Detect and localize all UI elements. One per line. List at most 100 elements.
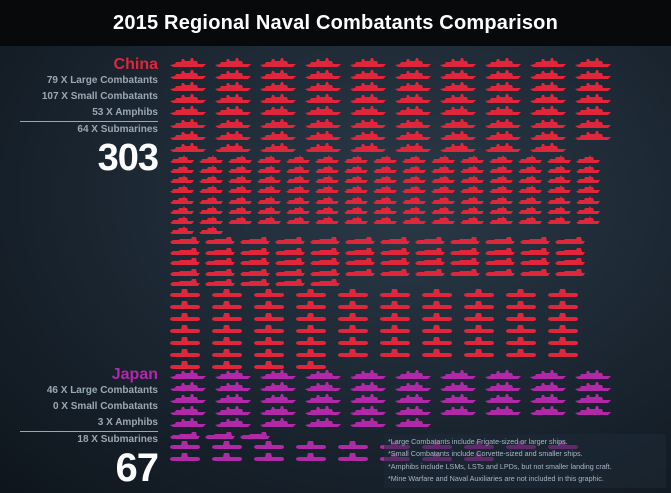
large-combatant-icon xyxy=(215,106,251,116)
large-combatant-icon xyxy=(305,142,341,152)
small-combatant-icon xyxy=(373,185,397,194)
large-combatant-icon xyxy=(305,70,341,80)
small-combatant-icon xyxy=(199,154,223,163)
submarine-icon xyxy=(296,288,326,298)
small-combatant-icon xyxy=(460,154,484,163)
small-combatant-icon xyxy=(431,175,455,184)
small-combatant-icon xyxy=(402,216,426,224)
large-combatant-icon xyxy=(395,394,431,404)
large-combatant-icon xyxy=(350,94,386,104)
amphib-icon xyxy=(520,247,550,255)
large-combatant-icon xyxy=(350,370,386,379)
small-combatant-icon xyxy=(344,205,368,214)
submarine-icon xyxy=(296,441,326,450)
submarine-icon xyxy=(296,453,326,462)
large-combatant-icon xyxy=(170,118,206,128)
small-combatant-icon xyxy=(344,216,368,224)
small-combatant-icon xyxy=(518,216,542,224)
large-combatant-icon xyxy=(260,106,296,116)
large-combatant-icon xyxy=(575,370,611,379)
small-combatant-icon xyxy=(576,216,600,224)
amphib-icon xyxy=(275,278,305,287)
submarine-icon xyxy=(338,312,368,322)
small-combatant-icon xyxy=(547,154,571,163)
large-combatant-icon xyxy=(530,382,566,392)
small-combatant-icon xyxy=(286,154,310,163)
amphib-icon xyxy=(170,247,200,255)
large-combatant-icon xyxy=(530,394,566,404)
large-combatant-icon xyxy=(260,70,296,80)
small-combatant-icon xyxy=(286,195,310,204)
submarine-icon xyxy=(170,312,200,322)
fleet-icons xyxy=(170,0,630,493)
submarine-icon xyxy=(338,453,368,462)
large-combatant-icon xyxy=(215,418,251,428)
small-combatant-icon xyxy=(489,175,513,184)
large-combatant-icon xyxy=(215,130,251,140)
small-combatant-icon xyxy=(402,205,426,214)
large-combatant-icon xyxy=(575,94,611,104)
small-combatant-icon xyxy=(431,185,455,194)
large-combatant-icon xyxy=(170,418,206,428)
submarine-icon xyxy=(254,441,284,450)
amphib-icon xyxy=(555,268,585,276)
large-combatant-icon xyxy=(350,70,386,80)
large-combatant-icon xyxy=(350,142,386,152)
large-combatant-icon xyxy=(170,58,206,67)
submarine-icon xyxy=(338,441,368,450)
small-combatant-icon xyxy=(576,154,600,163)
large-combatant-icon xyxy=(530,370,566,379)
small-combatant-icon xyxy=(344,195,368,204)
small-combatant-icon xyxy=(460,185,484,194)
amphib-icon xyxy=(380,268,410,276)
submarine-icon xyxy=(548,348,578,358)
submarine-icon xyxy=(464,300,494,310)
submarine-icon xyxy=(212,453,242,462)
large-combatant-icon xyxy=(350,406,386,416)
submarine-icon xyxy=(254,348,284,358)
small-combatant-icon xyxy=(431,195,455,204)
small-combatant-icon xyxy=(489,216,513,224)
amphib-icon xyxy=(485,247,515,255)
amphib-icon xyxy=(450,247,480,255)
amphib-icon xyxy=(205,278,235,287)
small-combatant-icon xyxy=(170,195,194,204)
amphib-icon xyxy=(520,236,550,245)
footnote-excluded: *Mine Warfare and Naval Auxiliaries are … xyxy=(388,474,604,484)
small-combatant-icon xyxy=(373,195,397,204)
footnote-amphibs: *Amphibs include LSMs, LSTs and LPDs, bu… xyxy=(388,461,612,471)
small-combatant-icon xyxy=(460,216,484,224)
submarine-icon xyxy=(380,300,410,310)
submarine-icon xyxy=(380,324,410,334)
large-combatant-icon xyxy=(485,370,521,379)
large-combatant-icon xyxy=(260,58,296,67)
large-combatant-icon xyxy=(485,406,521,416)
large-combatant-icon xyxy=(260,82,296,92)
small-combatant-icon xyxy=(199,205,223,214)
large-combatant-icon xyxy=(350,418,386,428)
small-combatant-icon xyxy=(576,205,600,214)
large-combatant-icon xyxy=(215,394,251,404)
small-combatant-icon xyxy=(315,185,339,194)
large-combatant-icon xyxy=(485,382,521,392)
stat-submarines: 18 X Submarines xyxy=(20,431,158,448)
small-combatant-icon xyxy=(199,226,223,235)
submarine-icon xyxy=(380,312,410,322)
large-combatant-icon xyxy=(530,106,566,116)
large-combatant-icon xyxy=(440,130,476,140)
small-combatant-icon xyxy=(460,165,484,173)
large-combatant-icon xyxy=(260,118,296,128)
amphib-icon xyxy=(205,431,235,439)
large-combatant-icon xyxy=(215,70,251,80)
small-combatant-icon xyxy=(315,195,339,204)
small-combatant-icon xyxy=(547,165,571,173)
small-combatant-icon xyxy=(518,185,542,194)
small-combatant-icon xyxy=(228,205,252,214)
large-combatant-icon xyxy=(575,118,611,128)
amphib-icon xyxy=(275,257,305,266)
submarine-icon xyxy=(212,336,242,346)
stat-amphibs: 3 X Amphibs xyxy=(97,417,158,428)
china-summary: China 79 X Large Combatants 107 X Small … xyxy=(20,56,159,178)
small-combatant-icon xyxy=(228,216,252,224)
large-combatant-icon xyxy=(215,142,251,152)
